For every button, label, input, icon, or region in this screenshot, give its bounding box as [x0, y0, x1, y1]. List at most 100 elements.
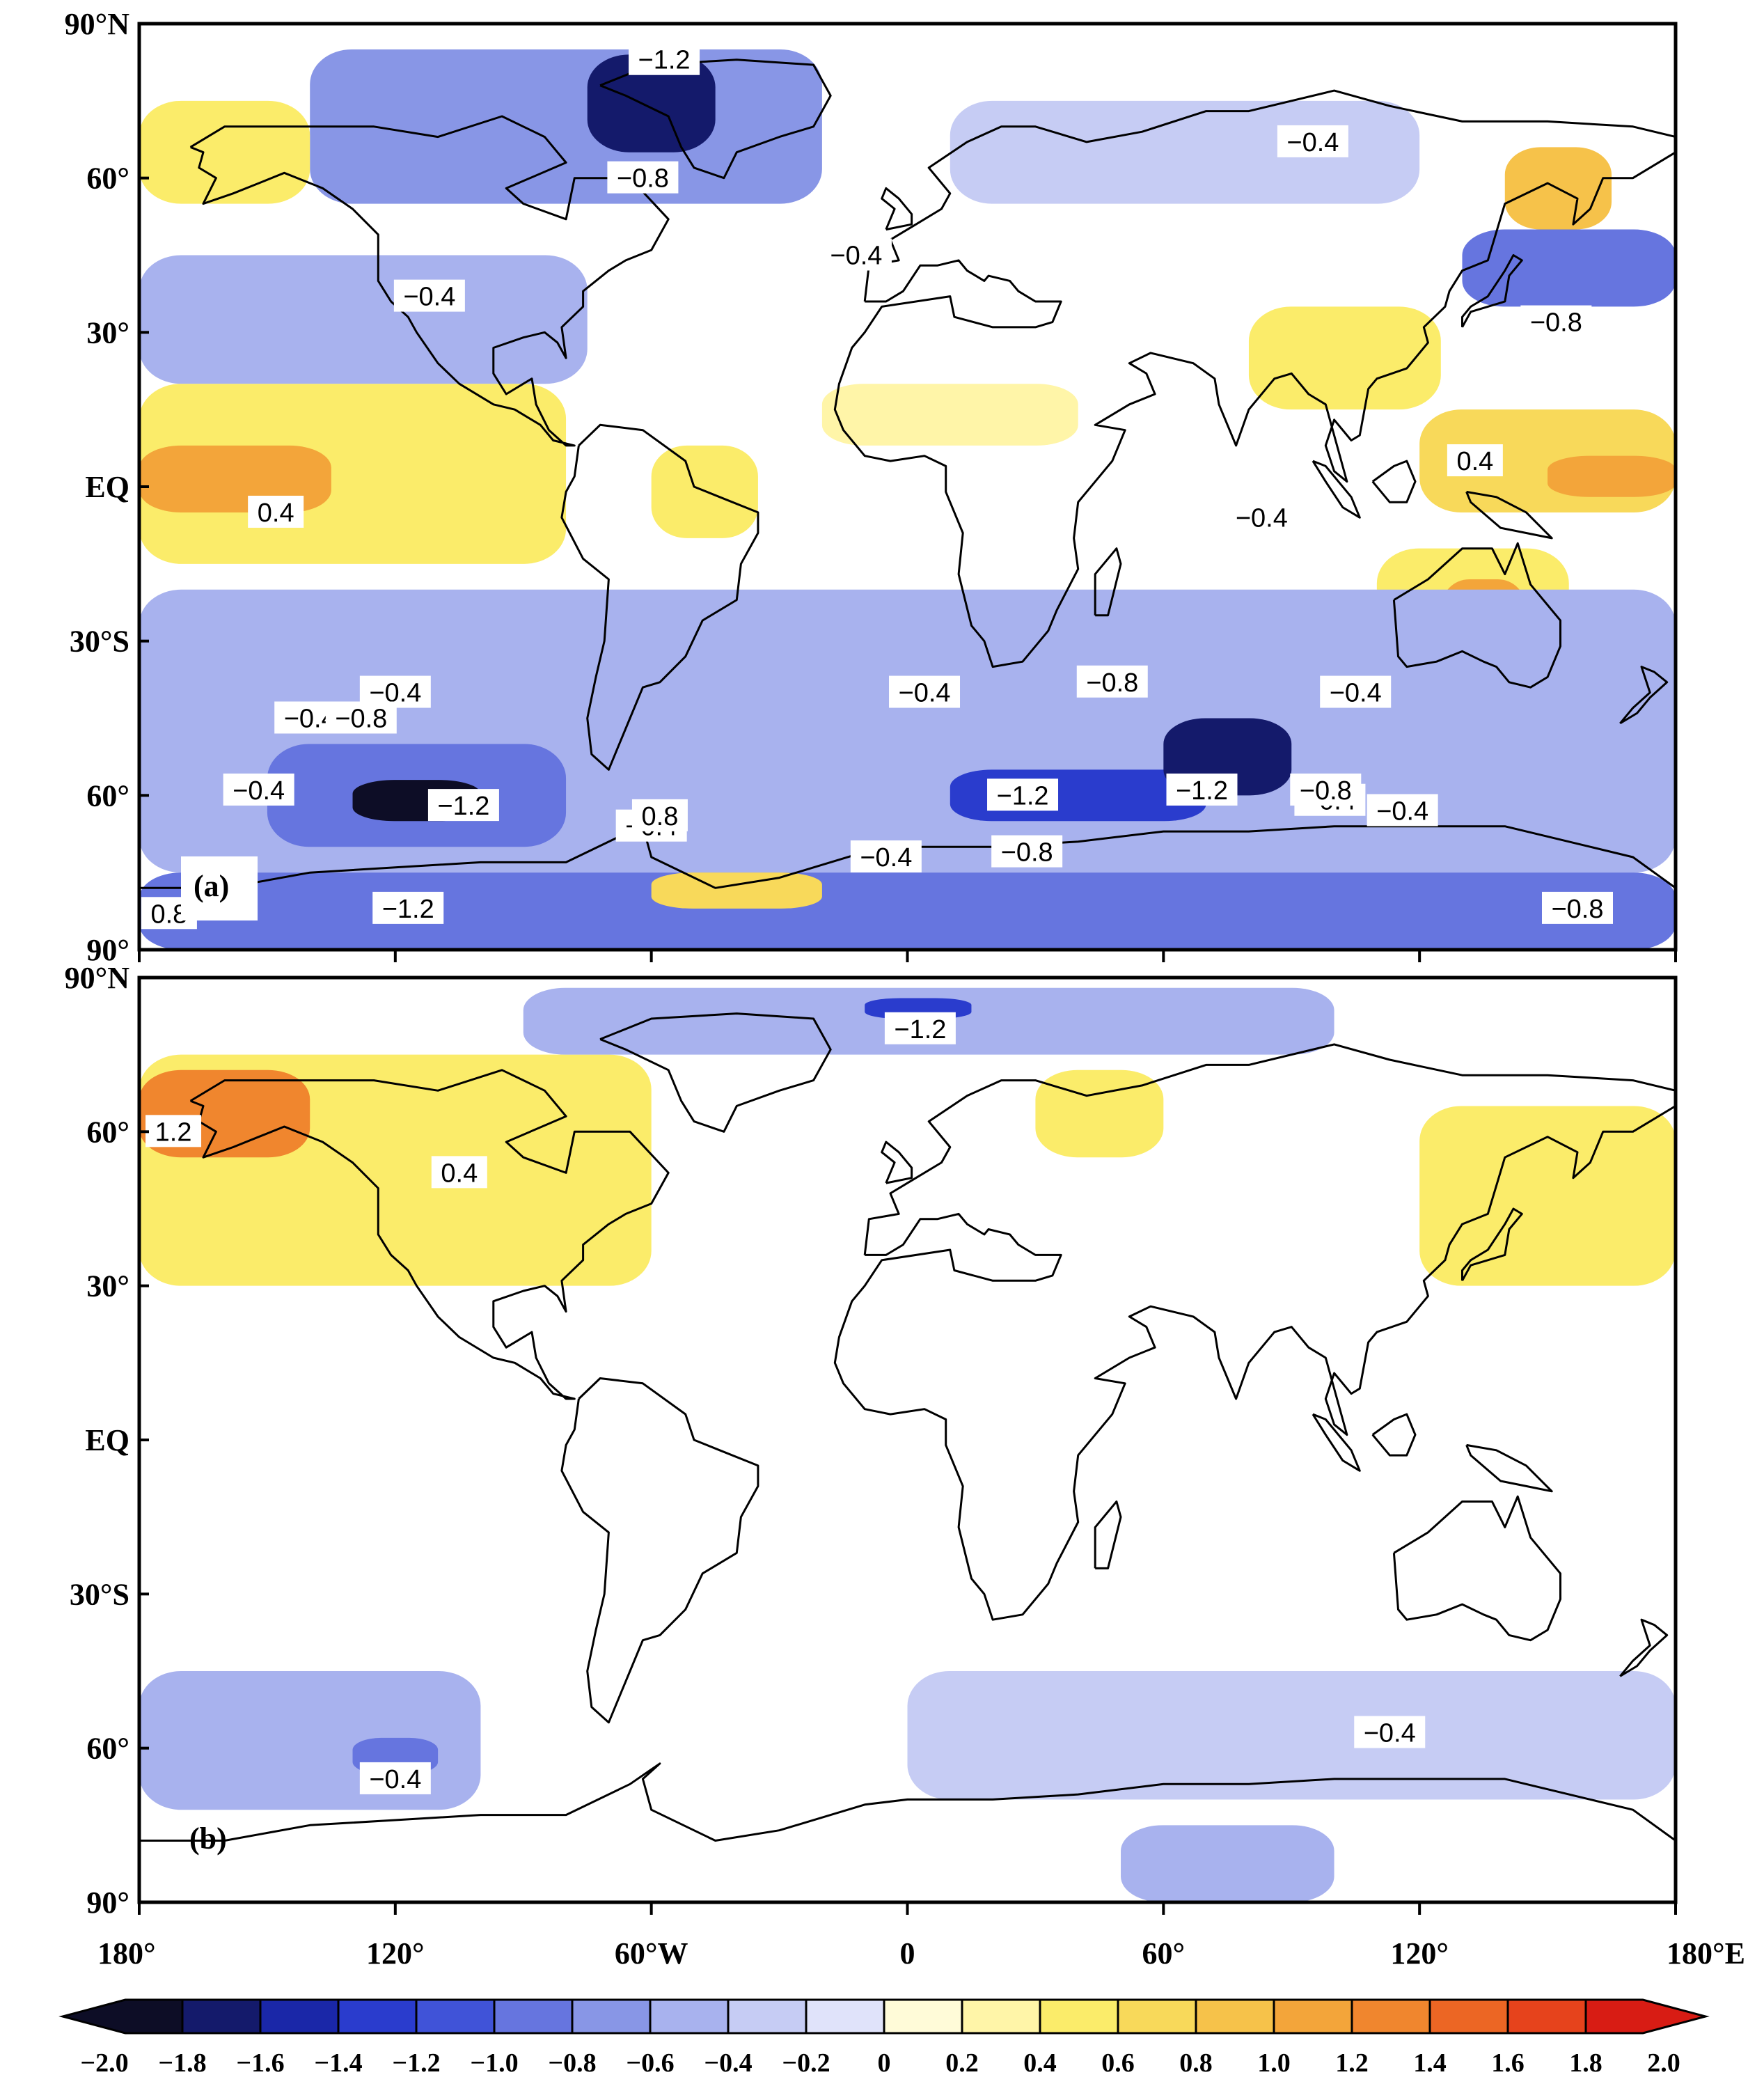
panel-a-contour-label: −1.2: [382, 895, 434, 924]
panel-a-contour-label-box: [987, 778, 1059, 811]
panel-a-lat-label: 90°: [86, 933, 129, 967]
colorbar-tick-label: 1.4: [1413, 2048, 1447, 2078]
panel-b-label: (b): [189, 1821, 227, 1856]
colorbar-segment: [1584, 1998, 1710, 2035]
colorbar-tick-label: 1.8: [1569, 2048, 1602, 2078]
panel-b-south-america-coastline: [560, 1377, 759, 1724]
panel-a-contour-label: 0.4: [258, 499, 294, 528]
panel-b-lat-label: EQ: [85, 1423, 129, 1457]
panel-b-contour-label-box: [145, 1115, 202, 1147]
panel-a-contour-label: 0.8: [642, 802, 679, 831]
panel-a-anomaly-patch: [1462, 229, 1676, 307]
panel-b-lat-label: 90°N: [65, 961, 130, 995]
colorbar-segment: [415, 1998, 496, 2035]
colorbar-segment: [181, 1998, 262, 2035]
colorbar-tick-label: −1.8: [158, 2048, 206, 2078]
panel-a-contour-label: −0.4: [403, 283, 455, 312]
panel-a-anomaly-patch: [821, 384, 1078, 446]
panel-b-lat-label: 30°S: [70, 1577, 129, 1611]
colorbar-tick-label: −0.6: [626, 2048, 674, 2078]
colorbar-tick-label: −0.2: [782, 2048, 830, 2078]
panel-a-contour-label-box: [629, 42, 700, 75]
panel-a-contour-label-box: [393, 279, 465, 312]
panel-a-anomaly-patch: [950, 100, 1420, 204]
panel-a-anomaly-patch: [587, 54, 716, 152]
panel-a-contour-labels: −1.2 −0.8 −0.4 −0.4 −0.4 −0.8 0.4 0.4 −0.4 −0.4 −0…: [141, 42, 1613, 930]
panel-b-contour-label-box: [359, 1762, 431, 1794]
panel-b-contour-label: 1.2: [155, 1118, 192, 1147]
panel-a-contour-label-box: [1520, 305, 1592, 338]
colorbar-segment: [1117, 1998, 1197, 2035]
colorbar-tick-label: 0.4: [1023, 2048, 1057, 2078]
panel-b-contour-label: −0.4: [1364, 1719, 1416, 1748]
panel-a-anomaly-patch: [139, 384, 567, 564]
panel-a-new-zealand-coastline: [1619, 666, 1669, 725]
lon-label: 180°: [97, 1936, 156, 1970]
panel-a-contour-label: −0.4: [860, 843, 912, 872]
colorbar-tick-label: 1.2: [1335, 2048, 1369, 2078]
panel-b-anomaly-patch: [907, 1671, 1676, 1800]
colorbar-tick-label: 2.0: [1647, 2048, 1680, 2078]
panel-a-contour-label-box: [1320, 675, 1392, 708]
panel-b-contour-label-box: [884, 1012, 956, 1044]
panel-b-greenland-coastline: [599, 1012, 832, 1133]
panel-b-latitude-axis: 90°N 60° 30° EQ 30°S 60° 90°: [65, 961, 149, 1920]
panel-a-madagascar-coastline: [1094, 547, 1122, 617]
panel-b: −1.2 1.2 0.4 −0.4 −0.4 (b): [137, 975, 1678, 1904]
panel-b-borneo-coastline: [1371, 1413, 1417, 1457]
panel-a-lat-label: 90°N: [65, 7, 130, 41]
panel-a-contour-label-box: [820, 238, 892, 271]
lon-label: 180°E: [1667, 1936, 1745, 1970]
colorbar-tick-label: 1.0: [1257, 2048, 1291, 2078]
panel-a-anomaly-patch: [310, 49, 822, 204]
panel-b-lat-label: 60°: [86, 1115, 129, 1149]
colorbar-tick-label: −2.0: [80, 2048, 128, 2078]
panel-a-contour-label: −0.8: [617, 164, 669, 194]
panel-a-anomaly-patch: [1248, 306, 1441, 410]
panel-a-contour-label: −0.4: [1236, 503, 1288, 533]
panel-b-sumatra-coastline: [1312, 1413, 1361, 1472]
panel-a-contour-label-box: [631, 799, 688, 831]
colorbar-tick-label: −1.6: [236, 2048, 284, 2078]
colorbar-segment: [571, 1998, 652, 2035]
panel-b-anomaly-patch: [1419, 1106, 1676, 1286]
panel-a-contour-label-box: [248, 495, 304, 528]
panel-a-anomaly-patch: [1548, 455, 1676, 497]
colorbar-segment: [649, 1998, 730, 2035]
colorbar-tick-label: −1.0: [470, 2048, 518, 2078]
panel-b-contour-label: −0.4: [369, 1765, 421, 1794]
panel-a-contour-label: −0.8: [1551, 895, 1603, 924]
panel-a-japan-coastline: [1461, 254, 1523, 328]
panel-a-contour-label-box: [1166, 773, 1238, 806]
panel-a-lat-label: 30°: [86, 315, 129, 350]
panel-b-japan-coastline: [1461, 1207, 1523, 1282]
lon-label: 60°W: [615, 1936, 688, 1970]
panel-a-contour-label: −0.4: [1286, 128, 1339, 157]
panel-a-anomaly-field: [139, 49, 1676, 950]
panel-a-label-box: [181, 856, 258, 920]
panel-b-australia-coastline: [1392, 1495, 1561, 1642]
panel-a-contour-label: −0.4: [233, 776, 285, 806]
panel-a-lat-label: 60°: [86, 162, 129, 196]
panel-a-contour-label-box: [1367, 794, 1438, 826]
panel-b-contour-label-box: [431, 1156, 487, 1189]
panel-a-latitude-axis: 90°N 60° 30° EQ 30°S 60° 90°: [65, 7, 149, 967]
panel-a-contour-label-box: [325, 701, 397, 734]
panel-b-new-guinea-coastline: [1465, 1443, 1553, 1493]
colorbar-tick-label: −0.4: [704, 2048, 752, 2078]
panel-b-lat-label: 30°: [86, 1269, 129, 1303]
panel-a-anomaly-patch: [651, 872, 822, 909]
panel-b-eurasia-africa-coastline: [833, 1043, 1676, 1621]
panel-b-coastlines: [139, 1012, 1676, 1842]
colorbar-segment: [883, 1998, 963, 2035]
colorbar-tick-label: −1.4: [314, 2048, 362, 2078]
panel-a-greenland-coastline: [599, 58, 832, 180]
lon-label: 60°: [1142, 1936, 1186, 1970]
colorbar-segment: [961, 1998, 1041, 2035]
panel-b-contour-label-box: [1354, 1716, 1426, 1748]
panel-a-lat-label: EQ: [85, 470, 129, 504]
panel-b-lat-label: 90°: [86, 1886, 129, 1920]
colorbar-segment: [1428, 1998, 1509, 2035]
panel-a-contour-label: −0.4: [830, 242, 882, 271]
panel-b-north-america-coastline: [189, 1069, 670, 1400]
